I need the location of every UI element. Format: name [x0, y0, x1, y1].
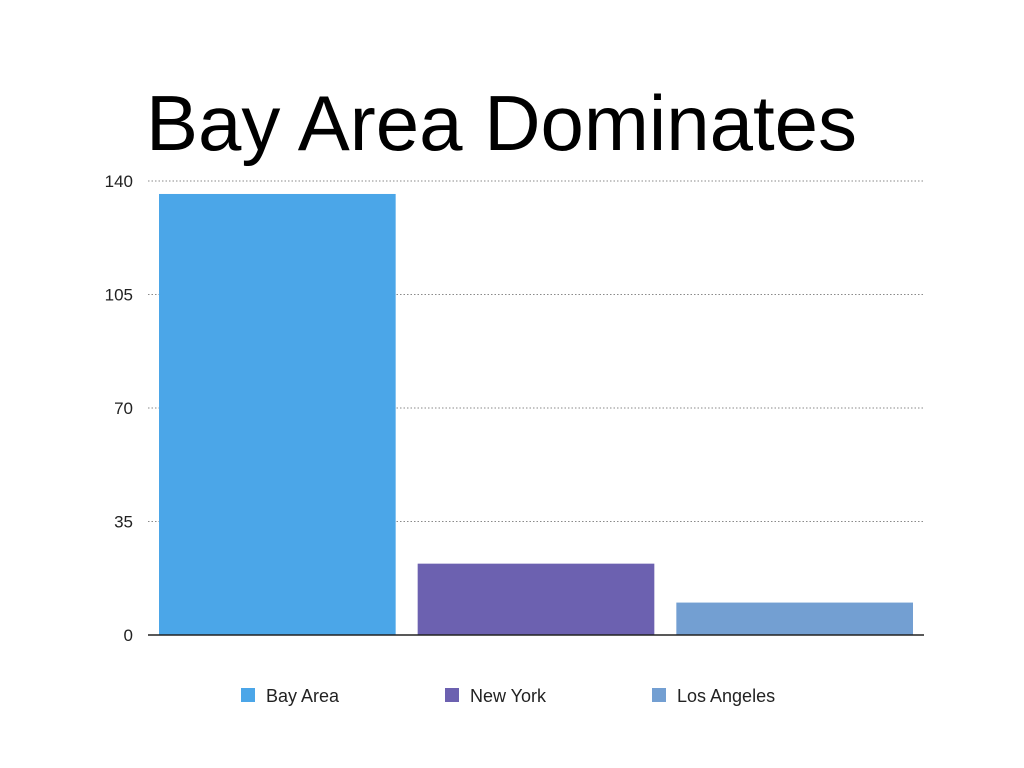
y-tick-label: 105: [105, 286, 133, 305]
legend: Bay Area New York Los Angeles: [241, 686, 775, 706]
legend-swatch-bay-area: [241, 688, 255, 702]
legend-swatch-los-angeles: [652, 688, 666, 702]
bar-new-york: [417, 563, 655, 635]
bars: [159, 193, 913, 635]
legend-label-new-york: New York: [470, 686, 547, 706]
chart-title: Bay Area Dominates: [146, 79, 858, 167]
y-tick-label: 140: [105, 172, 133, 191]
y-axis-ticks: 0 35 70 105 140: [105, 172, 133, 645]
legend-swatch-new-york: [445, 688, 459, 702]
y-tick-label: 35: [114, 513, 133, 532]
bar-los-angeles: [676, 602, 913, 635]
legend-label-los-angeles: Los Angeles: [677, 686, 775, 706]
y-tick-label: 70: [114, 399, 133, 418]
y-tick-label: 0: [124, 626, 133, 645]
bar-bay-area: [159, 193, 396, 635]
legend-label-bay-area: Bay Area: [266, 686, 340, 706]
